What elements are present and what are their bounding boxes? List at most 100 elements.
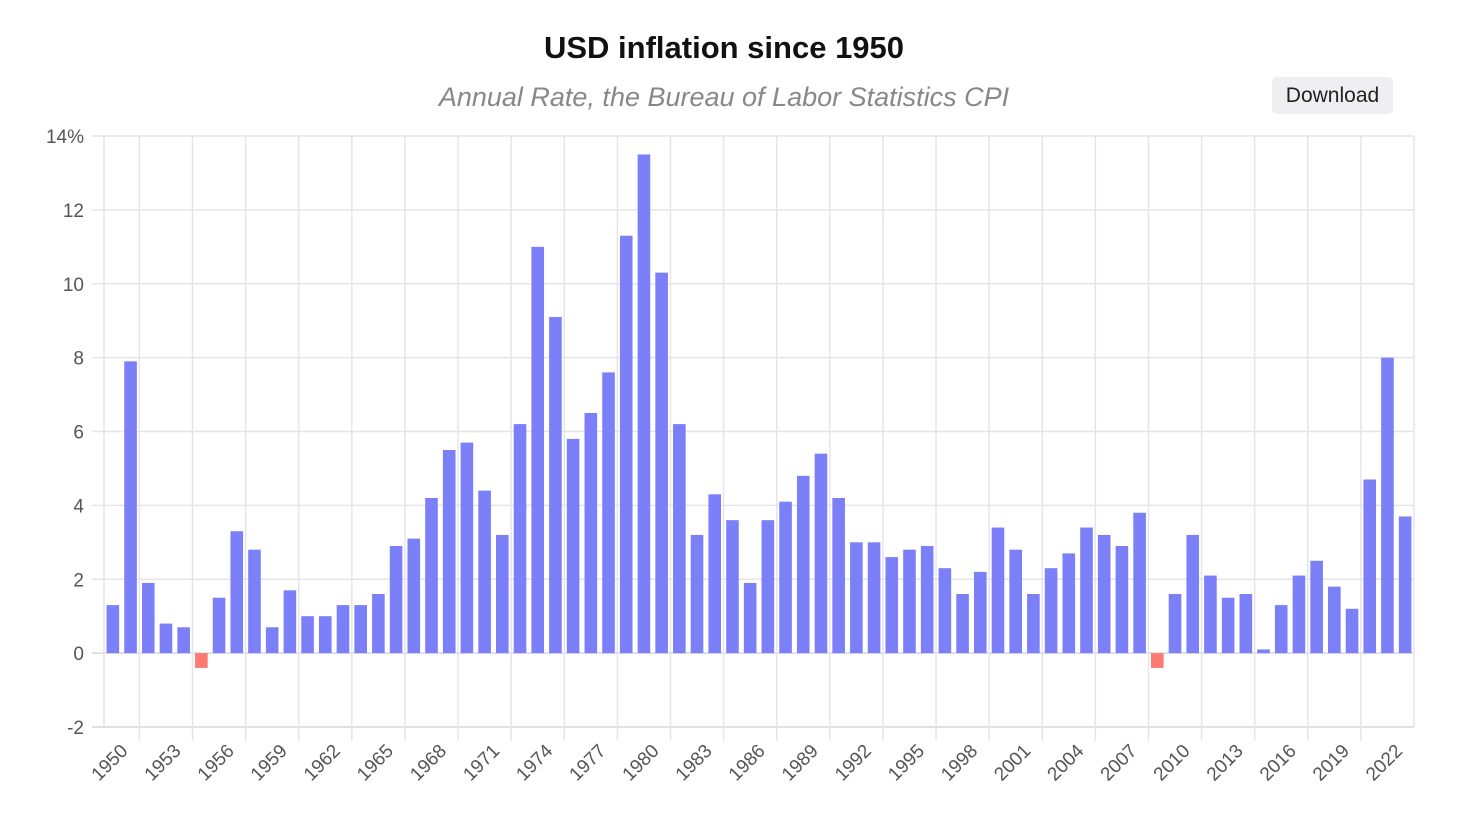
bar-1964 [354, 605, 367, 654]
bar-2002 [1027, 594, 1040, 654]
x-tick-label: 2001 [990, 741, 1035, 786]
bar-2015 [1257, 649, 1270, 654]
bar-1955 [195, 653, 208, 668]
x-tick-label: 1956 [194, 741, 239, 786]
bar-1957 [230, 531, 244, 654]
bar-2000 [991, 527, 1005, 654]
bar-1978 [602, 372, 615, 654]
bar-2012 [1204, 575, 1217, 654]
bar-1951 [124, 361, 137, 654]
bar-1995 [903, 549, 916, 654]
x-tick-label: 1953 [141, 741, 186, 786]
y-tick-label: 14% [46, 127, 84, 148]
bar-1983 [690, 534, 704, 654]
bar-2020 [1345, 608, 1359, 654]
bar-1982 [673, 424, 686, 654]
x-tick-label: 1962 [300, 741, 345, 786]
y-tick-label: 10 [63, 275, 84, 296]
bar-1992 [850, 542, 863, 654]
bar-2009 [1151, 653, 1164, 668]
bar-2006 [1097, 534, 1111, 654]
bar-1970 [460, 442, 474, 654]
bar-1967 [407, 538, 421, 654]
chart-subtitle: Annual Rate, the Bureau of Labor Statist… [438, 82, 1010, 112]
bar-1965 [372, 594, 385, 654]
bar-1989 [796, 475, 810, 654]
bar-1988 [779, 501, 792, 654]
bar-1975 [549, 316, 562, 654]
y-tick-label: 0 [73, 644, 84, 665]
y-tick-label: -2 [67, 718, 84, 739]
x-tick-label: 1950 [88, 741, 133, 786]
bar-2004 [1062, 553, 1076, 654]
bar-2003 [1044, 568, 1058, 654]
bar-1972 [496, 534, 509, 654]
chart-title: USD inflation since 1950 [543, 30, 905, 65]
bar-2023 [1398, 516, 1412, 654]
bar-2022 [1381, 357, 1394, 654]
x-tick-label: 1977 [566, 741, 611, 786]
bar-2018 [1310, 560, 1323, 654]
bar-1977 [584, 413, 598, 654]
x-tick-label: 2016 [1256, 741, 1301, 786]
bar-1997 [938, 568, 952, 654]
bar-1996 [920, 546, 934, 654]
x-tick-label: 1989 [778, 741, 823, 786]
bar-1950 [106, 605, 120, 654]
bar-1966 [389, 546, 403, 654]
bar-1990 [814, 453, 828, 654]
bar-1981 [655, 272, 668, 654]
bar-2014 [1239, 594, 1253, 654]
bar-2001 [1009, 549, 1022, 654]
bar-1991 [832, 497, 845, 654]
bar-1959 [265, 627, 279, 654]
x-tick-label: 1983 [672, 741, 717, 786]
bar-2007 [1115, 546, 1129, 654]
bar-2021 [1363, 479, 1377, 654]
bar-2013 [1221, 597, 1235, 654]
bar-1976 [566, 438, 580, 654]
bar-1968 [425, 497, 438, 654]
x-tick-label: 2007 [1097, 741, 1142, 786]
y-tick-label: 4 [73, 496, 84, 517]
bar-1998 [956, 594, 969, 654]
bar-2008 [1133, 512, 1146, 654]
bar-1960 [283, 590, 297, 654]
x-tick-label: 1998 [937, 741, 982, 786]
bar-1987 [761, 520, 775, 654]
x-tick-label: 1980 [619, 741, 664, 786]
x-tick-label: 2010 [1150, 741, 1195, 786]
x-tick-label: 1974 [513, 740, 558, 785]
download-button[interactable]: Download [1272, 77, 1393, 114]
bar-1974 [531, 246, 545, 654]
bar-1993 [867, 542, 881, 654]
bar-2017 [1292, 575, 1306, 654]
bar-1973 [513, 424, 527, 654]
bar-1986 [743, 582, 757, 654]
bar-1999 [973, 571, 987, 654]
bar-1969 [442, 449, 456, 654]
bar-2011 [1186, 534, 1200, 654]
x-tick-label: 1992 [831, 741, 876, 786]
bar-2019 [1328, 586, 1341, 654]
x-tick-label: 1959 [247, 741, 292, 786]
bar-1985 [726, 520, 739, 654]
bar-1962 [318, 616, 332, 654]
x-tick-label: 2022 [1362, 741, 1407, 786]
bar-2016 [1274, 605, 1288, 654]
bar-2005 [1080, 527, 1093, 654]
x-tick-label: 1965 [353, 741, 398, 786]
x-tick-label: 2019 [1309, 741, 1354, 786]
bar-1979 [619, 235, 633, 654]
x-tick-label: 1968 [406, 741, 451, 786]
bar-2010 [1168, 594, 1182, 654]
bar-1984 [708, 494, 722, 654]
x-tick-label: 1986 [725, 741, 770, 786]
bar-1971 [478, 490, 491, 654]
bar-1963 [336, 605, 350, 654]
x-tick-label: 1995 [884, 741, 929, 786]
bar-1961 [301, 616, 314, 654]
x-tick-label: 2013 [1203, 741, 1248, 786]
y-tick-label: 8 [73, 349, 84, 370]
